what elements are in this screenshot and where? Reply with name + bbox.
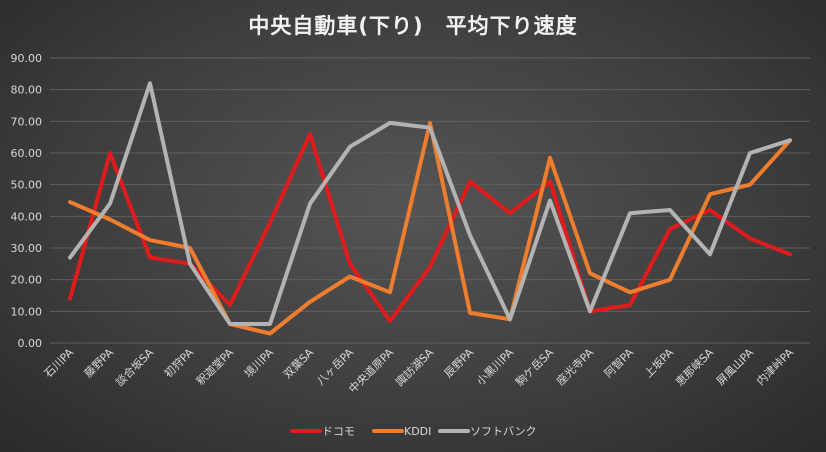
- data-point: [188, 262, 192, 266]
- data-point: [628, 211, 632, 215]
- data-point: [428, 121, 432, 125]
- x-tick-label: 談合坂SA: [112, 345, 156, 389]
- y-tick-label: 60.00: [11, 147, 43, 160]
- x-tick-label: 辰野PA: [442, 346, 477, 381]
- data-point: [148, 81, 152, 85]
- x-tick-label: 初狩PA: [161, 345, 196, 380]
- data-point: [708, 208, 712, 212]
- data-point: [68, 297, 72, 301]
- data-point: [308, 300, 312, 304]
- data-point: [508, 211, 512, 215]
- data-point: [348, 262, 352, 266]
- data-point: [708, 192, 712, 196]
- data-point: [428, 265, 432, 269]
- data-point: [548, 199, 552, 202]
- x-tick-label: 諏訪湖SA: [392, 345, 436, 389]
- x-tick-label: 石川PA: [42, 346, 77, 381]
- x-tick-label: 内津峠PA: [753, 345, 796, 388]
- data-point: [308, 202, 312, 206]
- data-point: [428, 126, 432, 130]
- legend-label: KDDI: [404, 425, 431, 438]
- data-point: [348, 275, 352, 278]
- data-point: [268, 332, 272, 335]
- data-point: [668, 278, 672, 282]
- data-point: [468, 233, 472, 237]
- data-point: [108, 202, 112, 206]
- x-tick-label: 境川PA: [241, 345, 276, 380]
- data-point: [388, 319, 392, 323]
- y-tick-label: 70.00: [11, 115, 43, 128]
- y-tick-label: 50.00: [11, 179, 43, 192]
- data-point: [268, 322, 272, 326]
- y-tick-label: 80.00: [11, 84, 43, 97]
- data-point: [188, 246, 192, 250]
- x-tick-label: 小黒川PA: [474, 346, 516, 388]
- data-point: [348, 145, 352, 149]
- data-point: [68, 256, 72, 259]
- x-tick-label: 屏風山PA: [714, 346, 756, 388]
- data-point: [788, 252, 792, 256]
- legend-label: ドコモ: [322, 425, 355, 438]
- data-point: [68, 200, 72, 204]
- y-tick-label: 40.00: [11, 210, 43, 223]
- x-tick-label: 藤野PA: [82, 346, 117, 381]
- x-tick-label: 双葉SA: [280, 345, 316, 381]
- y-tick-label: 10.00: [11, 305, 43, 318]
- data-point: [108, 151, 112, 155]
- data-point: [228, 303, 232, 307]
- series-line: [68, 132, 792, 323]
- data-point: [708, 252, 712, 256]
- y-tick-label: 0.00: [18, 337, 43, 350]
- data-point: [748, 183, 752, 187]
- data-point: [628, 290, 632, 294]
- y-tick-label: 20.00: [11, 274, 43, 287]
- series-line: [68, 81, 792, 326]
- series-line: [68, 120, 792, 336]
- data-point: [388, 121, 392, 125]
- x-tick-label: 釈迦堂PA: [194, 346, 236, 388]
- x-tick-label: 上坂PA: [642, 346, 677, 381]
- data-point: [508, 317, 512, 321]
- y-tick-label: 30.00: [11, 242, 43, 255]
- x-tick-label: 駒ケ岳SA: [513, 346, 556, 389]
- data-point: [148, 256, 152, 259]
- data-point: [388, 290, 392, 294]
- legend-label: ソフトバンク: [470, 425, 537, 438]
- data-point: [788, 138, 792, 142]
- data-point: [148, 238, 152, 242]
- data-point: [468, 311, 472, 315]
- data-point: [268, 221, 272, 225]
- data-point: [548, 156, 552, 160]
- data-point: [748, 237, 752, 240]
- data-point: [588, 271, 592, 275]
- data-point: [308, 132, 312, 136]
- x-tick-label: 恵那峡SA: [672, 345, 716, 389]
- data-point: [548, 180, 552, 183]
- data-point: [588, 309, 592, 313]
- y-tick-label: 90.00: [11, 52, 43, 65]
- data-point: [108, 218, 112, 221]
- x-tick-label: 座光寺PA: [553, 345, 596, 388]
- data-point: [668, 208, 672, 212]
- data-point: [468, 180, 472, 183]
- data-point: [228, 322, 232, 326]
- chart-title: 中央自動車(下り) 平均下り速度: [248, 14, 578, 38]
- data-point: [668, 227, 672, 231]
- data-point: [748, 151, 752, 155]
- data-point: [628, 303, 632, 307]
- x-tick-label: 阿智PA: [601, 345, 636, 380]
